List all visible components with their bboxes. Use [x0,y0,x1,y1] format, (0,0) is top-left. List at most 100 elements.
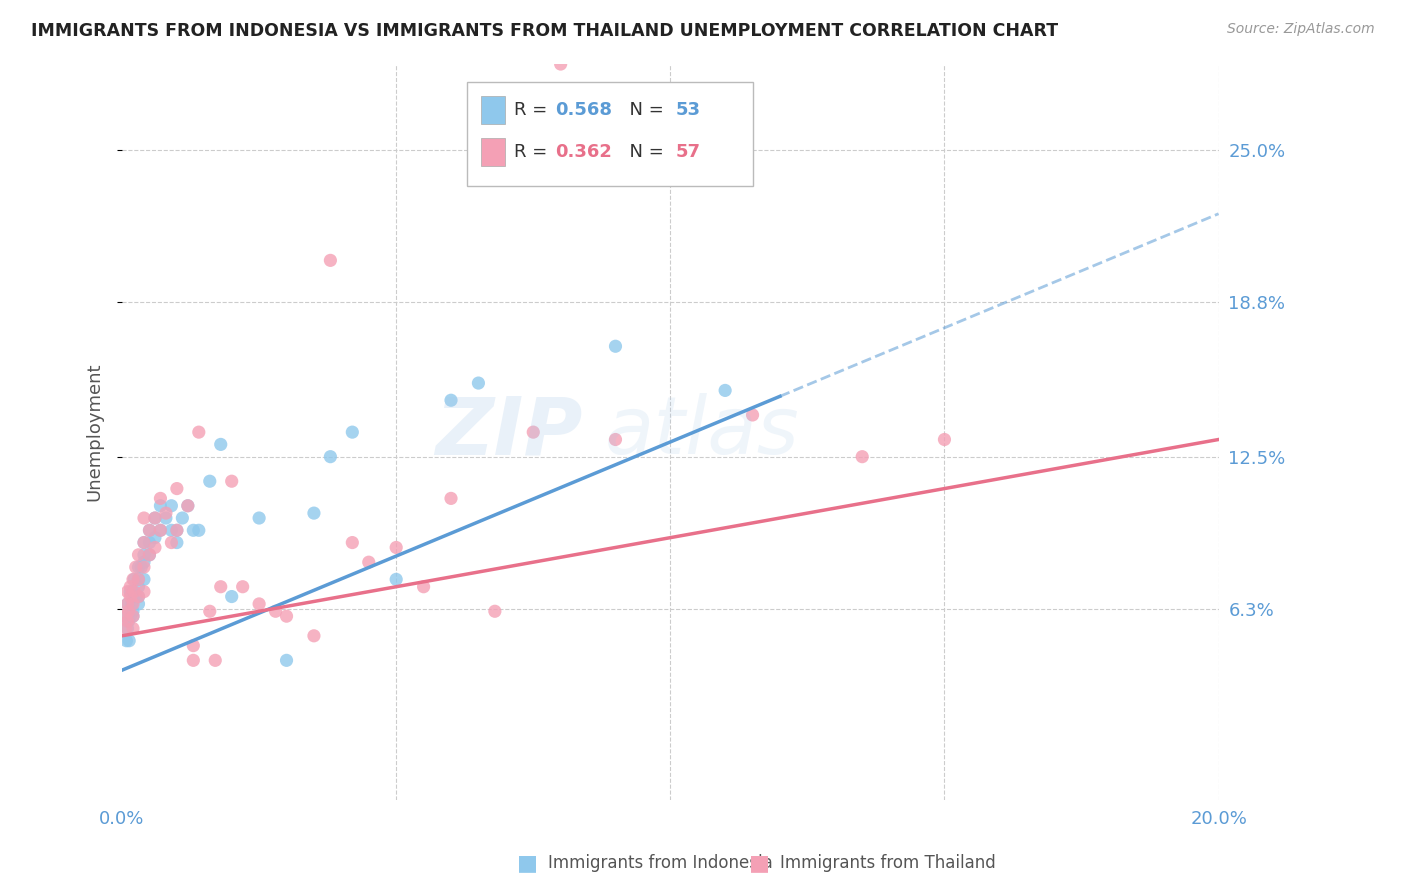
Point [122,604,145,618]
Point [204,653,226,667]
Point [714,384,737,398]
Text: 0.362: 0.362 [555,144,612,161]
Point [120,580,142,594]
Point [149,523,172,537]
Point [117,597,139,611]
FancyBboxPatch shape [467,82,752,186]
Point [143,531,166,545]
Point [209,580,232,594]
Point [143,541,166,555]
Point [276,609,298,624]
Point [122,597,145,611]
Point [122,622,145,636]
Point [550,57,572,71]
Point [128,597,150,611]
Point [385,573,408,587]
Point [166,535,188,549]
Point [132,555,155,569]
Text: ■: ■ [749,854,769,873]
Point [138,548,160,562]
Text: N =: N = [617,102,669,120]
Point [138,523,160,537]
Point [115,633,138,648]
Point [605,433,627,447]
Point [198,474,221,488]
Point [138,523,160,537]
Point [209,437,232,451]
Point [264,604,287,618]
Point [122,609,145,624]
Point [166,482,188,496]
Point [129,560,152,574]
Y-axis label: Unemployment: Unemployment [86,363,103,501]
Text: R =: R = [513,102,553,120]
Point [117,614,139,628]
Point [122,573,145,587]
Point [149,499,172,513]
Point [155,506,177,520]
Point [160,535,183,549]
Point [117,584,139,599]
Point [198,604,221,618]
Point [128,590,150,604]
Point [117,622,139,636]
Text: ■: ■ [517,854,537,873]
FancyBboxPatch shape [481,96,505,124]
Point [132,573,155,587]
Point [302,506,325,520]
Point [128,573,150,587]
Point [247,511,270,525]
Point [155,511,177,525]
Point [117,597,139,611]
Point [117,614,139,628]
Point [115,622,138,636]
Point [522,425,544,439]
Point [128,580,150,594]
Point [342,535,364,549]
Point [181,653,204,667]
Text: Immigrants from Indonesia: Immigrants from Indonesia [548,855,773,872]
Point [143,511,166,525]
Point [319,253,342,268]
Point [128,560,150,574]
Text: R =: R = [513,144,553,161]
Point [114,609,136,624]
Point [120,609,142,624]
Point [160,499,183,513]
Text: IMMIGRANTS FROM INDONESIA VS IMMIGRANTS FROM THAILAND UNEMPLOYMENT CORRELATION C: IMMIGRANTS FROM INDONESIA VS IMMIGRANTS … [31,22,1059,40]
Point [177,499,200,513]
Point [484,604,506,618]
Text: Immigrants from Thailand: Immigrants from Thailand [780,855,995,872]
Point [412,580,434,594]
Point [605,339,627,353]
Text: 0.568: 0.568 [555,102,612,120]
Point [114,609,136,624]
Point [221,590,243,604]
Text: 57: 57 [676,144,700,161]
Point [143,511,166,525]
Point [172,511,194,525]
Point [128,573,150,587]
Point [122,584,145,599]
Point [132,548,155,562]
Text: 53: 53 [676,102,700,120]
Point [132,560,155,574]
Point [302,629,325,643]
Point [117,604,139,618]
Point [357,555,380,569]
Point [132,584,155,599]
Point [934,433,956,447]
Point [319,450,342,464]
Point [122,609,145,624]
Point [118,633,141,648]
Point [181,639,204,653]
Point [149,523,172,537]
Point [440,491,463,506]
Point [276,653,298,667]
Point [181,523,204,537]
Point [166,523,188,537]
Point [187,523,209,537]
Point [166,523,188,537]
FancyBboxPatch shape [481,138,505,167]
Point [149,491,172,506]
